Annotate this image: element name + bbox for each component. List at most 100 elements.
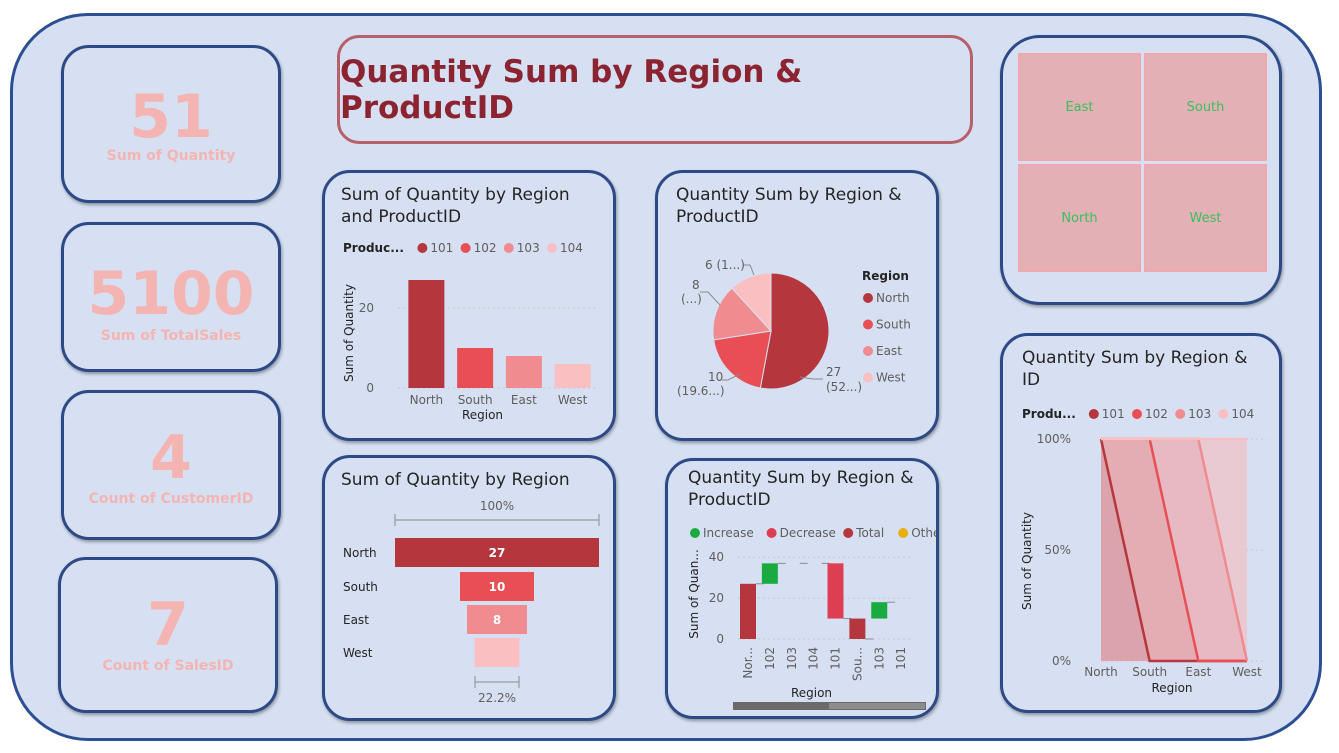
bar-chart-card[interactable]: Sum of Quantity by Region and ProductID … [322, 170, 616, 441]
legend-label: 104 [1231, 407, 1254, 421]
leader-line [700, 291, 721, 306]
legend-label: 102 [1145, 407, 1168, 421]
kpi-value: 5100 [87, 259, 255, 329]
kpi-value: 51 [129, 82, 213, 152]
pie-slice-south [713, 330, 772, 389]
x-tick-label: West [1232, 665, 1262, 679]
legend-label: 104 [560, 241, 583, 255]
legend-label: Decrease [780, 526, 836, 540]
y-tick-label: 40 [709, 550, 724, 564]
legend-marker [1218, 409, 1229, 419]
kpi-label: Sum of TotalSales [100, 328, 242, 344]
funnel-bar-north [395, 538, 599, 567]
waterfall-bar [849, 618, 866, 639]
kpi-card-totalsales[interactable]: 5100 Sum of TotalSales [61, 222, 281, 372]
waterfall-bar [827, 563, 844, 619]
x-tick-label: North [1084, 665, 1118, 679]
legend-marker [460, 243, 471, 253]
y-tick-label: 50% [1044, 543, 1071, 557]
kpi-value: 7 [147, 590, 189, 660]
legend-label: 102 [474, 241, 497, 255]
legend-label: East [876, 344, 902, 358]
legend-title: Region [862, 269, 909, 283]
x-tick-label: East [1185, 665, 1211, 679]
chart-title: Quantity Sum by Region & ProductID [676, 185, 902, 227]
bar-south [457, 348, 494, 388]
pie-slice-north [759, 272, 830, 390]
x-axis-title: Region [1151, 681, 1192, 695]
legend-marker [1132, 409, 1142, 419]
chart-title: Sum of Quantity by Region and ProductID [341, 185, 570, 227]
chart-title: Sum of Quantity by Region [341, 470, 570, 490]
pie-slice-west [731, 272, 772, 333]
legend-title: Produc... [343, 241, 404, 255]
funnel-bar-east [467, 605, 527, 634]
legend-marker [1088, 409, 1099, 419]
slicer-tile-south[interactable]: South [1144, 53, 1267, 161]
x-tick-label: 104 [807, 647, 821, 670]
y-tick-label: 0% [1052, 654, 1071, 668]
bar-east [505, 356, 542, 388]
y-tick-label: 20 [709, 591, 724, 605]
region-slicer[interactable]: East South North West [1000, 35, 1282, 305]
slicer-tile-west[interactable]: West [1144, 164, 1267, 272]
area-chart-card[interactable]: Quantity Sum by Region & ID Produ... 101 1… [1000, 333, 1282, 713]
kpi-card-salesid[interactable]: 7 Count of SalesID [58, 557, 278, 713]
legend-marker [843, 528, 854, 538]
leader-line [744, 264, 755, 276]
data-label: (52...) [826, 380, 862, 394]
legend-label: South [876, 318, 911, 332]
legend-label: Total [855, 526, 884, 540]
data-label: 10 [708, 370, 723, 384]
pie-chart-card[interactable]: Quantity Sum by Region & ProductID 27 (52… [655, 170, 939, 441]
value-label: 10 [489, 580, 506, 594]
kpi-label: Count of SalesID [102, 658, 234, 674]
leader-line [799, 376, 823, 380]
funnel-chart-card[interactable]: Sum of Quantity by Region 100% North 27 Sou… [322, 455, 616, 721]
legend-marker [863, 346, 873, 356]
conversion-label: 100% [480, 499, 514, 513]
category-label: West [343, 646, 373, 660]
funnel-chart: 100% North 27 South 10 East 8 West 22.2% [343, 499, 600, 705]
kpi-card-customers[interactable]: 4 Count of CustomerID [61, 390, 281, 540]
legend-marker [417, 243, 428, 253]
value-label: 27 [489, 546, 506, 560]
waterfall-chart-card[interactable]: Quantity Sum by Region & ProductID Incre… [665, 458, 939, 719]
pie-slice-east [712, 287, 772, 341]
data-label: (19.6...) [677, 384, 725, 398]
bar-chart: Produc... 101 102 103 104 20 0 North South East We… [342, 241, 595, 422]
legend-marker [690, 528, 700, 538]
kpi-label: Sum of Quantity [106, 148, 236, 164]
x-axis-title: Region [791, 686, 832, 700]
x-tick-label: West [558, 393, 588, 407]
kpi-card-quantity[interactable]: 51 Sum of Quantity [61, 45, 281, 203]
legend-marker [1175, 409, 1186, 419]
funnel-bar-south [460, 572, 534, 601]
legend-label: Other [911, 526, 936, 540]
legend-marker [766, 528, 777, 538]
y-axis-title: Sum of Quantity [1020, 512, 1034, 610]
x-tick-label: Nor... [741, 647, 755, 679]
data-label: 6 (1...) [705, 258, 745, 272]
legend-marker [503, 243, 514, 253]
legend-label: West [876, 371, 906, 385]
chart-title: Quantity Sum by Region & ID [1022, 348, 1248, 390]
conversion-label: 22.2% [478, 691, 516, 705]
kpi-label: Count of CustomerID [88, 491, 254, 507]
waterfall-bar [740, 583, 756, 639]
legend-marker [863, 372, 873, 383]
leader-line [722, 373, 741, 381]
x-tick-label: 103 [785, 647, 799, 670]
legend-label: 103 [517, 241, 540, 255]
x-tick-label: South [1132, 665, 1167, 679]
x-tick-label: 103 [872, 647, 886, 670]
slicer-tile-north[interactable]: North [1018, 164, 1141, 272]
slicer-tile-east[interactable]: East [1018, 53, 1141, 161]
y-tick-label: 100% [1037, 432, 1071, 446]
legend-title: Produ... [1022, 407, 1076, 421]
x-tick-label: 101 [829, 647, 843, 670]
data-label: (...) [681, 292, 702, 306]
y-tick-label: 0 [716, 632, 724, 646]
waterfall-bar [761, 563, 778, 584]
bar-north [408, 280, 445, 388]
